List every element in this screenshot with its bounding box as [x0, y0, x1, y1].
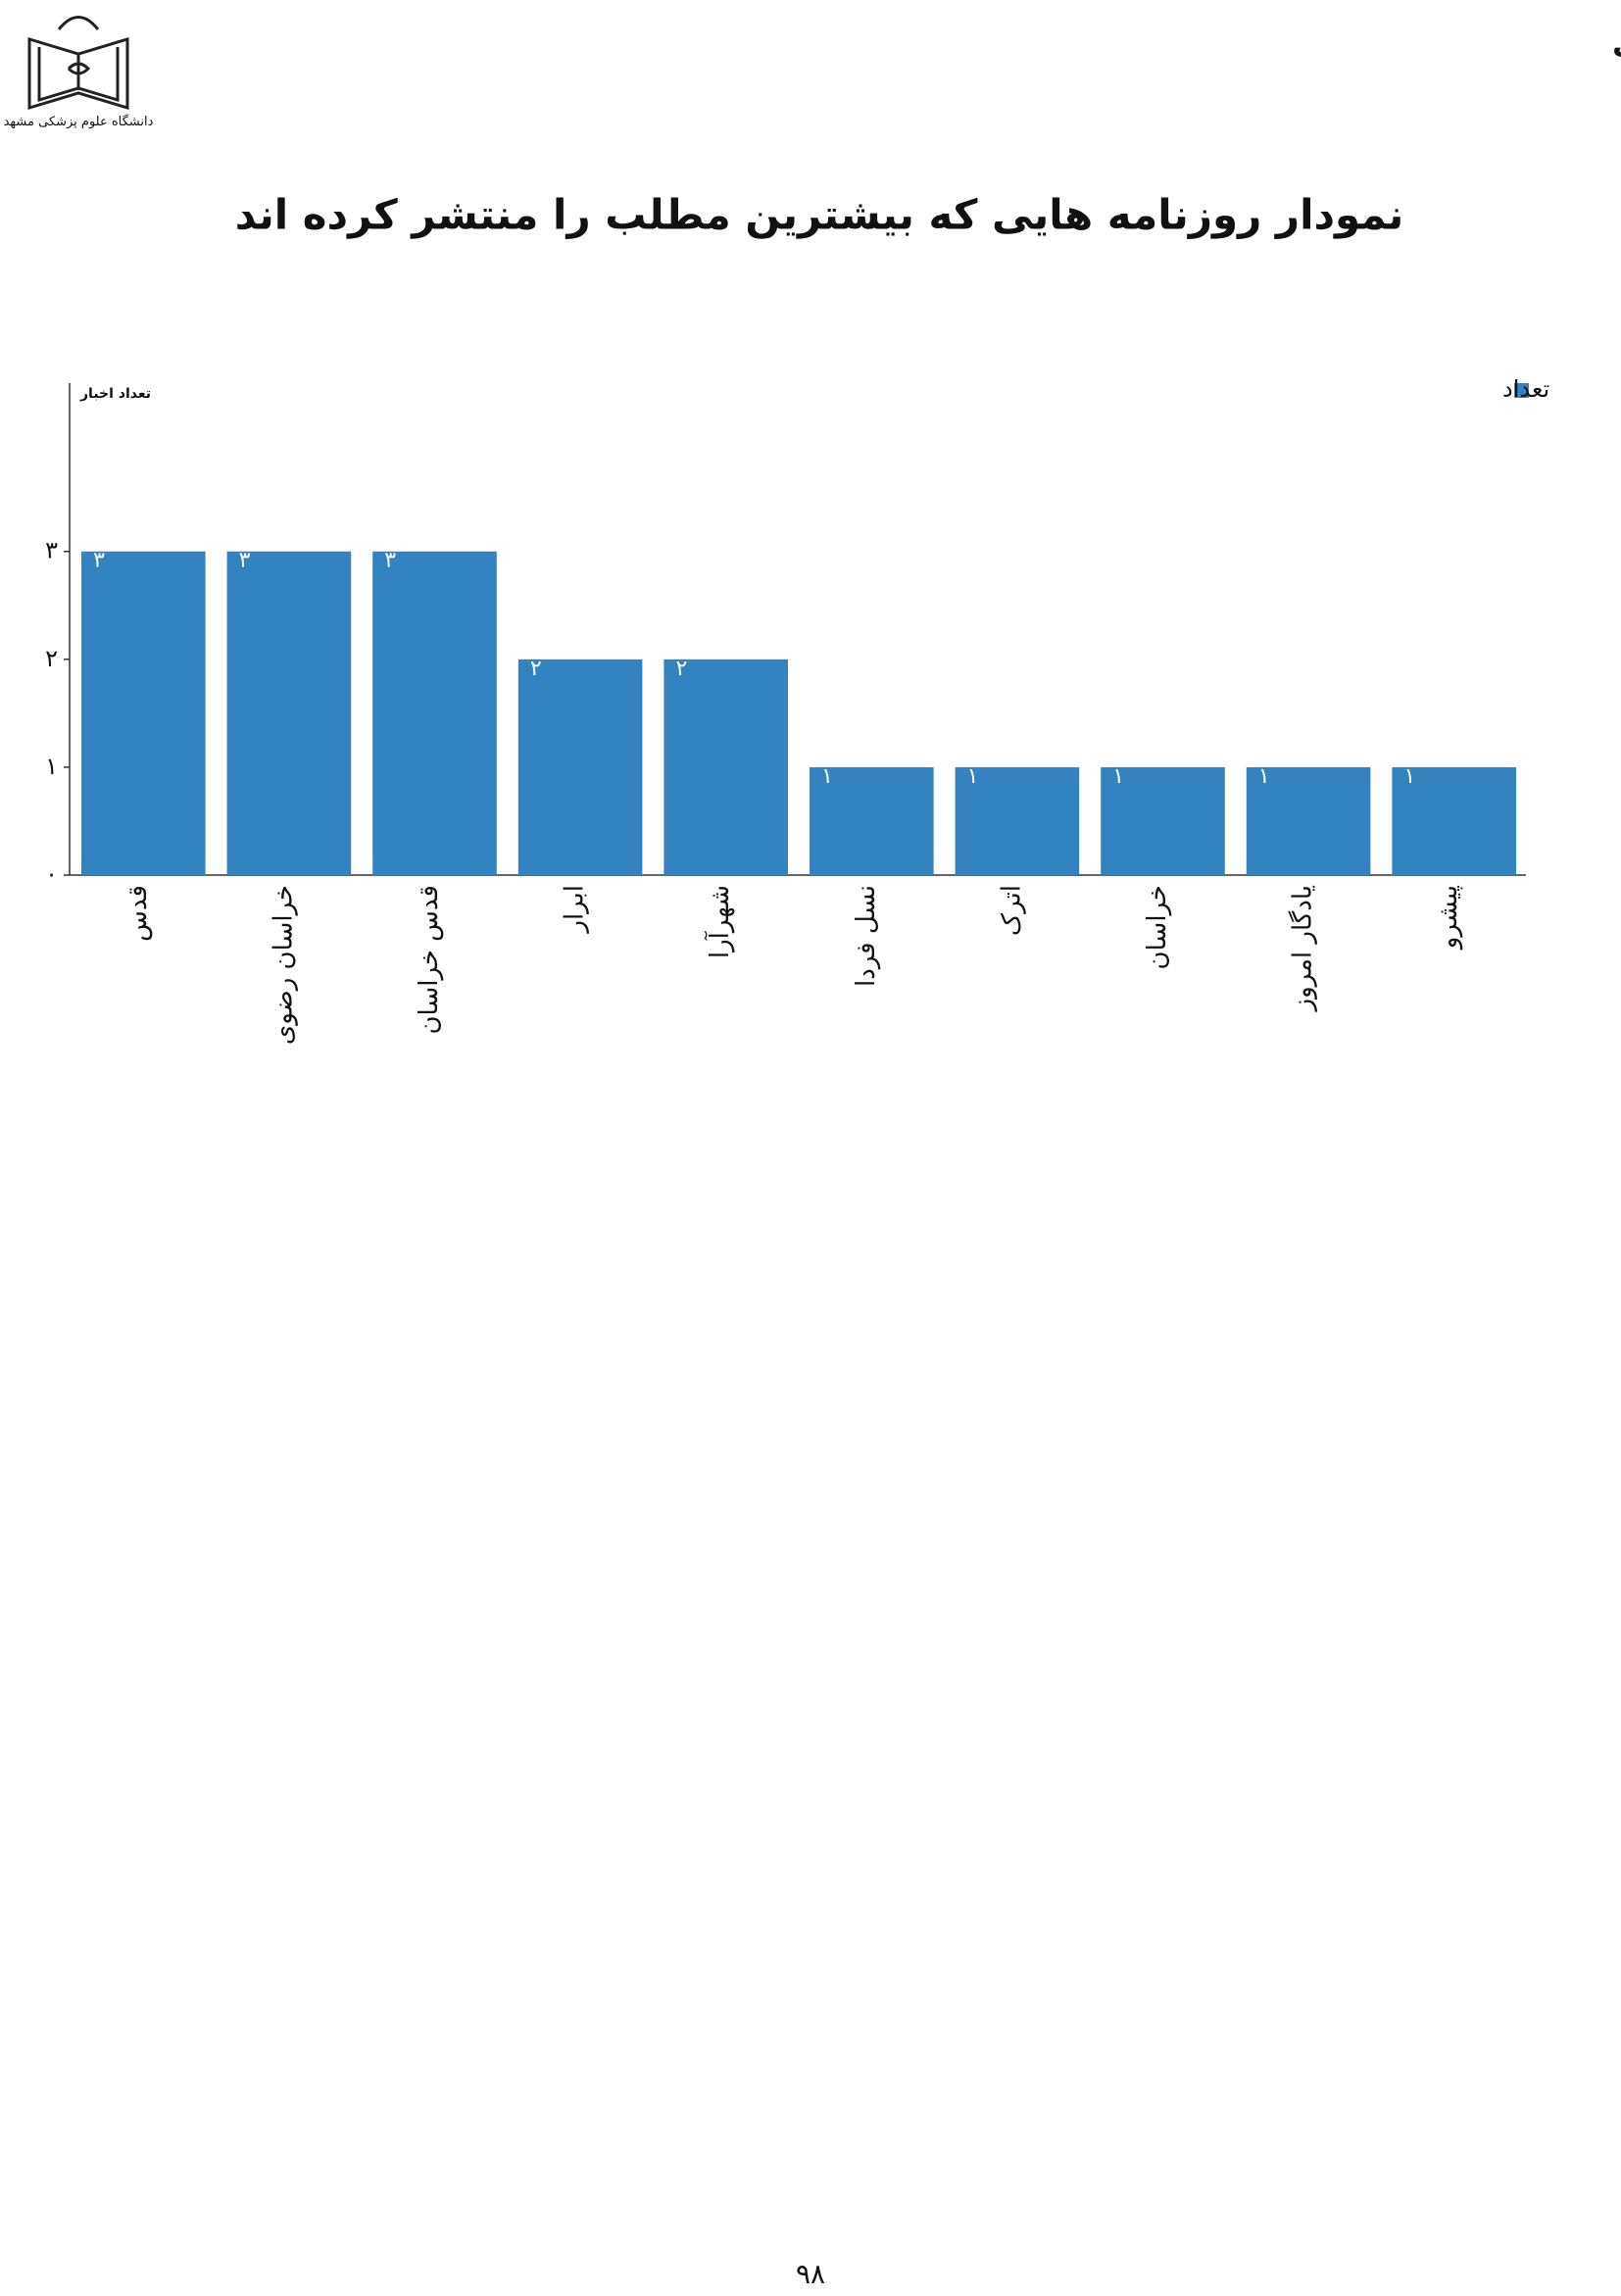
value-label: ۱: [967, 764, 979, 789]
x-tick-label: خراسان رضوی: [269, 885, 298, 1045]
bar: [1392, 766, 1516, 875]
value-label: ۳: [384, 549, 396, 573]
y-axis-label: تعداد اخبار: [79, 386, 151, 402]
x-tick-label: اترک: [997, 885, 1026, 936]
y-tick-label: ۰: [45, 860, 58, 888]
y-tick-label: ۳: [45, 537, 58, 564]
y-tick-label: ۲: [45, 645, 58, 672]
legend-swatch: [1514, 383, 1529, 398]
x-tick-label: قدس: [123, 885, 153, 942]
bar: [810, 766, 934, 875]
x-tick-label: ابرار: [561, 885, 590, 935]
x-tick-label: خراسان: [1143, 885, 1172, 969]
value-label: ۱: [1258, 764, 1270, 789]
chart-title: نمودار روزنامه هایی که بیشترین مطلب را م…: [235, 191, 1404, 240]
y-tick-label: ۱: [45, 753, 58, 780]
x-tick-label: شهرآرا: [704, 885, 735, 958]
value-label: ۱: [1112, 764, 1124, 789]
header-title: انعکاس اخبار دانشگاه علوم پزشکی مشهد در …: [1612, 24, 1621, 61]
bar: [517, 659, 643, 875]
page-number: ۹۸: [796, 2258, 825, 2290]
logo: [27, 16, 129, 111]
value-label: ۲: [530, 657, 542, 681]
value-label: ۳: [93, 549, 105, 573]
bar: [372, 551, 497, 875]
x-tick-label: یادگار امروز: [1288, 885, 1318, 1012]
value-label: ۱: [1403, 764, 1415, 789]
bar: [663, 659, 788, 875]
value-label: ۳: [239, 549, 251, 573]
x-tick-label: پیشرو: [1434, 885, 1463, 951]
x-tick-label: نسل فردا: [852, 885, 881, 987]
legend-label: تعداد: [1502, 375, 1549, 403]
x-tick-label: قدس خراسان: [415, 885, 444, 1035]
bar: [955, 766, 1080, 875]
value-label: ۲: [675, 657, 687, 681]
value-label: ۱: [821, 764, 833, 789]
bar: [1246, 766, 1371, 875]
bar: [81, 551, 206, 875]
bar: [226, 551, 352, 875]
logo-text: دانشگاه علوم پزشکی مشهد: [4, 114, 154, 129]
bar: [1101, 766, 1225, 875]
